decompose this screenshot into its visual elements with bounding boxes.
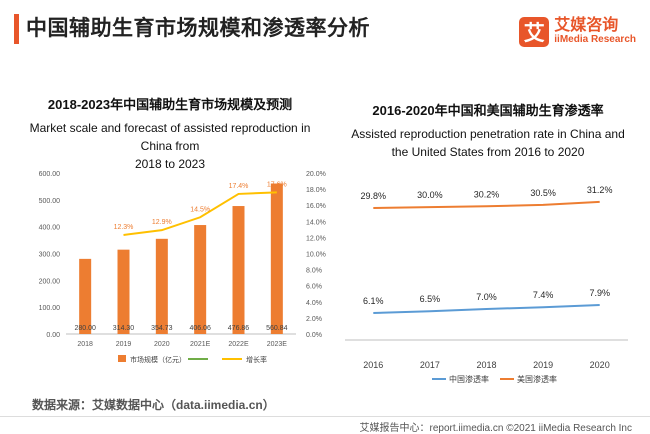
legend-growth-label: 增长率 [246,355,267,364]
market-scale-bar [155,238,168,334]
bar-value-label: 314.30 [113,325,135,332]
market-scale-bar [79,258,92,334]
right-x-tick-label: 2019 [533,360,553,370]
right-y-tick-label: 16.0% [306,203,326,210]
right-y-tick-label: 4.0% [306,300,322,307]
left-y-tick-label: 300.00 [39,252,61,259]
footer-credit: 艾媒报告中心：report.iimedia.cn ©2021 iiMedia R… [359,423,632,434]
bar-value-label: 354.73 [151,325,173,332]
market-scale-bar [117,249,130,334]
china-rate-label: 6.1% [363,296,384,306]
logo-name-en: iiMedia Research [554,34,636,46]
us-rate-label: 30.0% [417,190,443,200]
footer-divider [0,416,650,417]
left-chart-heading: 2018-2023年中国辅助生育市场规模及预测 Market scale and… [20,94,320,173]
china-rate-label: 6.5% [420,294,441,304]
right-x-tick-label: 2016 [363,360,383,370]
right-chart-title-cn: 2016-2020年中国和美国辅助生育渗透率 [372,103,604,118]
left-y-tick-label: 400.00 [39,225,61,232]
right-y-tick-label: 18.0% [306,187,326,194]
right-y-tick-label: 0.0% [306,332,322,339]
bar-value-label: 560.84 [266,325,288,332]
growth-rate-line [123,191,277,236]
us-rate-label: 30.5% [530,188,556,198]
bar-value-label: 406.06 [189,325,211,332]
right-y-tick-label: 6.0% [306,284,322,291]
growth-rate-label: 17.6% [267,181,287,188]
left-chart-title-en-1: Market scale and forecast of assisted re… [29,121,311,153]
logo-mark-icon: 艾 [519,17,550,47]
growth-rate-label: 17.4% [229,183,249,190]
legend-us-label: 美国渗透率 [517,374,557,384]
china-rate-label: 7.9% [589,288,610,298]
data-source: 数据来源：艾媒数据中心（data.iimedia.cn） [32,398,275,412]
page-title: 中国辅助生育市场规模和渗透率分析 [26,17,370,40]
legend-bar-label: 市场规模（亿元） [130,355,186,364]
brand-logo: 艾 艾媒咨询 iiMedia Research [519,14,636,50]
market-scale-bar [232,206,245,334]
china-rate-line [373,304,600,314]
us-rate-label: 30.2% [474,189,500,199]
left-y-tick-label: 0.00 [46,332,60,339]
us-rate-label: 31.2% [587,185,613,195]
right-y-tick-label: 14.0% [306,219,326,226]
right-chart-title-en-2: the United States from 2016 to 2020 [391,145,585,159]
right-x-tick-label: 2017 [420,360,440,370]
right-y-tick-label: 8.0% [306,268,322,275]
left-chart-title-en-2: 2018 to 2023 [134,157,206,171]
left-x-tick-label: 2018 [77,341,93,348]
right-chart-title-en-1: Assisted reproduction penetration rate i… [351,127,625,141]
right-y-tick-label: 10.0% [306,252,326,259]
left-chart-title-cn: 2018-2023年中国辅助生育市场规模及预测 [47,97,293,112]
market-scale-bar [270,183,283,334]
left-x-tick-label: 2021E [190,341,211,348]
title-accent-bar [14,14,19,44]
left-x-tick-label: 2020 [154,341,170,348]
right-chart-heading: 2016-2020年中国和美国辅助生育渗透率 Assisted reproduc… [338,100,638,161]
market-scale-bar [194,225,207,334]
left-y-tick-label: 600.00 [39,171,61,178]
right-y-tick-label: 2.0% [306,316,322,323]
left-x-tick-label: 2022E [228,341,249,348]
bar-value-label: 280.00 [74,325,96,332]
left-x-tick-label: 2023E [267,341,288,348]
china-rate-label: 7.4% [533,290,554,300]
china-rate-label: 7.0% [476,292,497,302]
right-x-tick-label: 2018 [476,360,496,370]
right-x-tick-label: 2020 [590,360,610,370]
left-x-tick-label: 2019 [116,341,132,348]
bar-value-label: 476.86 [228,325,250,332]
us-rate-label: 29.8% [361,191,387,201]
legend-china-label: 中国渗透率 [449,374,489,384]
legend-bar-swatch [118,355,126,362]
right-y-tick-label: 20.0% [306,171,326,178]
growth-rate-label: 12.3% [114,224,134,231]
growth-rate-label: 14.5% [190,206,210,213]
us-rate-line [373,200,600,210]
logo-name-cn: 艾媒咨询 [554,17,619,35]
right-y-tick-label: 12.0% [306,235,326,242]
left-y-tick-label: 100.00 [39,305,61,312]
left-y-tick-label: 500.00 [39,198,61,205]
left-y-tick-label: 200.00 [39,278,61,285]
growth-rate-label: 12.9% [152,219,172,226]
